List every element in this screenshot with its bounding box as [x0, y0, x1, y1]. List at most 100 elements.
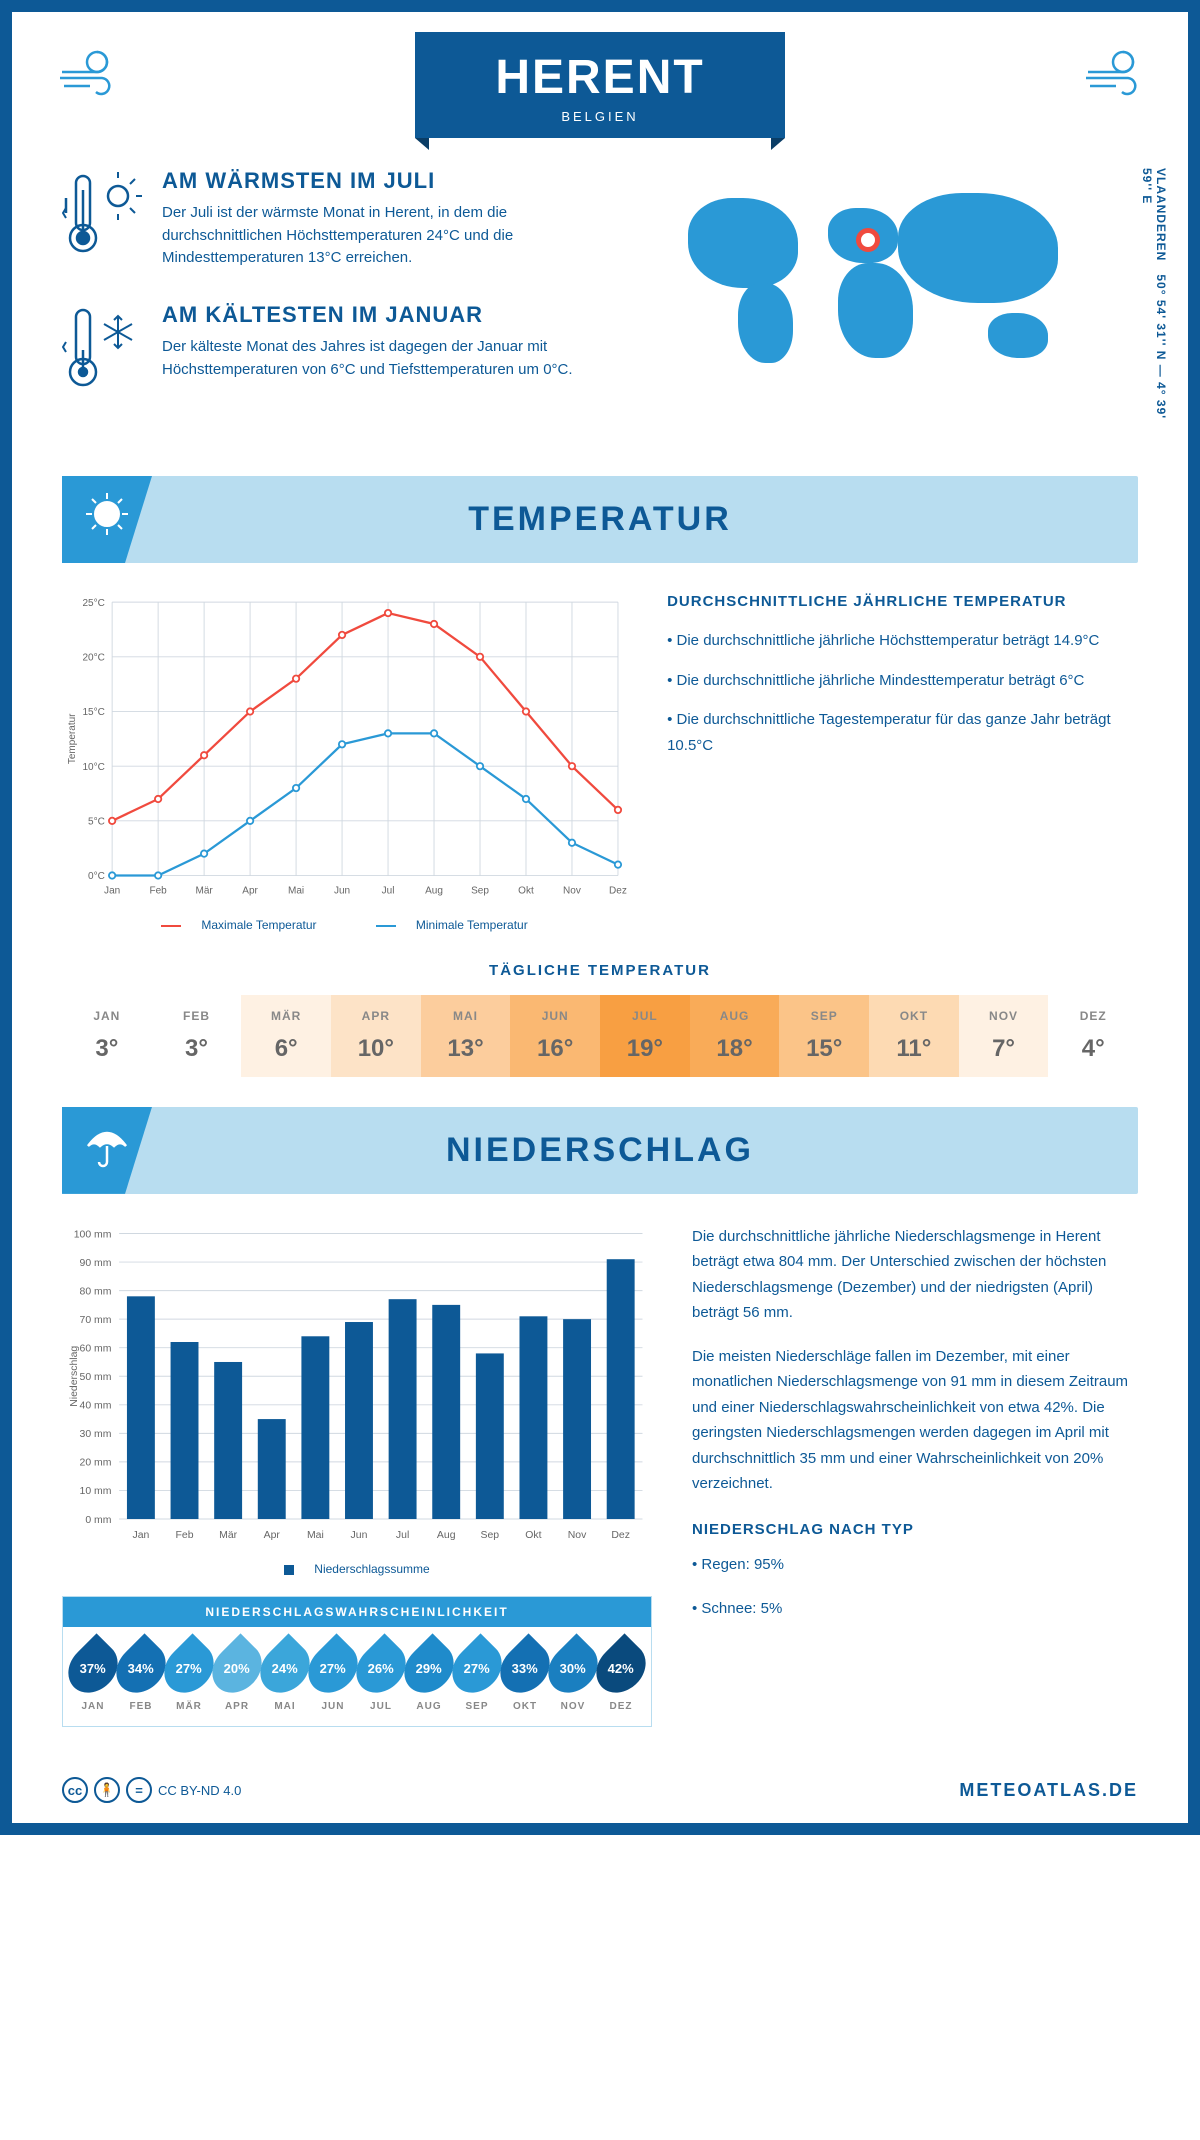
license-badge: cc 🧍 = CC BY-ND 4.0: [62, 1777, 241, 1803]
svg-text:Dez: Dez: [611, 1530, 630, 1541]
brand-label: METEOATLAS.DE: [959, 1780, 1138, 1801]
svg-text:Apr: Apr: [242, 886, 258, 897]
temperature-title: TEMPERATUR: [62, 500, 1138, 539]
cc-icon: cc: [62, 1777, 88, 1803]
svg-text:Mai: Mai: [307, 1530, 324, 1541]
svg-text:Feb: Feb: [176, 1530, 194, 1541]
precip-probability-panel: NIEDERSCHLAGSWAHRSCHEINLICHKEIT 37%JAN34…: [62, 1596, 652, 1727]
temperature-line-chart: 0°C 5°C 10°C 15°C 20°C 25°C Jan Feb Mär Apr Mai Jun…: [62, 593, 627, 932]
svg-text:Sep: Sep: [471, 886, 489, 897]
svg-text:100 mm: 100 mm: [74, 1229, 112, 1240]
svg-text:Feb: Feb: [149, 886, 167, 897]
by-icon: 🧍: [94, 1777, 120, 1803]
heat-cell: APR10°: [331, 995, 421, 1077]
section-header-precip: NIEDERSCHLAG: [62, 1107, 1138, 1194]
coordinates-label: VLAANDEREN 50° 54' 31'' N — 4° 39' 59'' …: [1140, 168, 1168, 436]
drop-cell: 27%JUN: [311, 1641, 355, 1712]
section-header-temperature: TEMPERATUR: [62, 476, 1138, 563]
country-subtitle: BELGIEN: [495, 109, 704, 124]
heat-cell: JAN3°: [62, 995, 152, 1077]
heat-cell: OKT11°: [869, 995, 959, 1077]
svg-text:15°C: 15°C: [82, 707, 104, 718]
daily-temp-heatmap: JAN3°FEB3°MÄR6°APR10°MAI13°JUN16°JUL19°A…: [62, 995, 1138, 1077]
svg-text:20°C: 20°C: [82, 652, 104, 663]
svg-text:Jan: Jan: [132, 1530, 149, 1541]
nd-icon: =: [126, 1777, 152, 1803]
sun-icon: [82, 489, 132, 550]
svg-text:Mär: Mär: [195, 886, 213, 897]
world-map: [658, 168, 1078, 388]
wind-icon: [1078, 42, 1148, 115]
svg-text:Jan: Jan: [104, 886, 120, 897]
svg-text:Nov: Nov: [563, 886, 581, 897]
drop-cell: 20%APR: [215, 1641, 259, 1712]
svg-text:Jul: Jul: [396, 1530, 409, 1541]
svg-text:Okt: Okt: [518, 886, 534, 897]
svg-text:5°C: 5°C: [88, 816, 105, 827]
fact-cold-title: AM KÄLTESTEN IM JANUAR: [162, 302, 628, 328]
heat-cell: AUG18°: [690, 995, 780, 1077]
svg-text:Apr: Apr: [264, 1530, 281, 1541]
fact-cold-text: Der kälteste Monat des Jahres ist dagege…: [162, 336, 628, 381]
svg-text:Dez: Dez: [609, 886, 627, 897]
fact-warm-text: Der Juli ist der wärmste Monat in Herent…: [162, 202, 628, 270]
svg-text:Okt: Okt: [525, 1530, 541, 1541]
svg-text:80 mm: 80 mm: [80, 1286, 112, 1297]
drop-cell: 26%JUL: [359, 1641, 403, 1712]
svg-text:Niederschlag: Niederschlag: [69, 1345, 80, 1406]
drop-cell: 24%MAI: [263, 1641, 307, 1712]
drop-cell: 42%DEZ: [599, 1641, 643, 1712]
svg-text:Sep: Sep: [481, 1530, 500, 1541]
svg-text:Aug: Aug: [437, 1530, 456, 1541]
svg-text:Jun: Jun: [351, 1530, 368, 1541]
svg-text:40 mm: 40 mm: [80, 1400, 112, 1411]
svg-text:0 mm: 0 mm: [85, 1515, 111, 1526]
heat-cell: NOV7°: [959, 995, 1049, 1077]
drop-cell: 29%AUG: [407, 1641, 451, 1712]
drop-cell: 27%MÄR: [167, 1641, 211, 1712]
title-banner: HERENT BELGIEN: [415, 32, 784, 138]
svg-text:50 mm: 50 mm: [80, 1372, 112, 1383]
svg-text:Aug: Aug: [425, 886, 443, 897]
header: HERENT BELGIEN: [12, 12, 1188, 168]
svg-text:Mai: Mai: [288, 886, 304, 897]
daily-temp-title: TÄGLICHE TEMPERATUR: [62, 962, 1138, 979]
svg-text:30 mm: 30 mm: [80, 1429, 112, 1440]
precip-description: Die durchschnittliche jährliche Niedersc…: [692, 1224, 1138, 1728]
svg-text:10°C: 10°C: [82, 762, 104, 773]
svg-text:25°C: 25°C: [82, 598, 104, 609]
heat-cell: MAI13°: [421, 995, 511, 1077]
svg-text:60 mm: 60 mm: [80, 1343, 112, 1354]
svg-text:Jul: Jul: [382, 886, 395, 897]
precip-legend: Niederschlagssumme: [62, 1562, 652, 1576]
fact-coldest: AM KÄLTESTEN IM JANUAR Der kälteste Mona…: [62, 302, 628, 406]
location-marker: [856, 228, 880, 252]
overview-row: AM WÄRMSTEN IM JULI Der Juli ist der wär…: [62, 168, 1138, 436]
svg-text:Temperatur: Temperatur: [67, 713, 78, 764]
city-title: HERENT: [495, 50, 704, 105]
fact-warm-title: AM WÄRMSTEN IM JULI: [162, 168, 628, 194]
footer: cc 🧍 = CC BY-ND 4.0 METEOATLAS.DE: [12, 1757, 1188, 1823]
precip-bar-chart: 0 mm 10 mm 20 mm 30 mm 40 mm 50 mm 60 mm 70 mm 8…: [62, 1224, 652, 1577]
heat-cell: SEP15°: [779, 995, 869, 1077]
svg-text:70 mm: 70 mm: [80, 1315, 112, 1326]
svg-text:90 mm: 90 mm: [80, 1258, 112, 1269]
heat-cell: MÄR6°: [241, 995, 331, 1077]
heat-cell: DEZ4°: [1048, 995, 1138, 1077]
thermometer-snow-icon: [62, 302, 142, 406]
heat-cell: JUN16°: [510, 995, 600, 1077]
wind-icon: [52, 42, 122, 115]
heat-cell: JUL19°: [600, 995, 690, 1077]
svg-text:Jun: Jun: [334, 886, 350, 897]
thermometer-sun-icon: [62, 168, 142, 272]
svg-text:10 mm: 10 mm: [80, 1486, 112, 1497]
fact-warmest: AM WÄRMSTEN IM JULI Der Juli ist der wär…: [62, 168, 628, 272]
svg-text:20 mm: 20 mm: [80, 1458, 112, 1469]
drop-cell: 27%SEP: [455, 1641, 499, 1712]
drop-cell: 33%OKT: [503, 1641, 547, 1712]
temperature-legend: Maximale Temperatur Minimale Temperatur: [62, 918, 627, 932]
drop-cell: 37%JAN: [71, 1641, 115, 1712]
svg-text:0°C: 0°C: [88, 871, 105, 882]
svg-text:Mär: Mär: [219, 1530, 238, 1541]
heat-cell: FEB3°: [152, 995, 242, 1077]
